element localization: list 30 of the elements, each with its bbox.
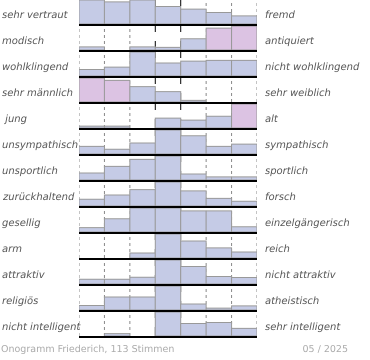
y-axis-title: attraktiv bbox=[2, 270, 46, 281]
y-axis-title: religiös bbox=[2, 296, 38, 307]
y-axis-title: sehr vertraut bbox=[2, 10, 69, 21]
bar bbox=[79, 46, 105, 50]
y-axis-title: gesellig bbox=[2, 218, 41, 229]
y2-axis-title: reich bbox=[265, 244, 290, 255]
y2-axis-title: sehr weiblich bbox=[265, 88, 331, 99]
y2-axis-title: fremd bbox=[265, 10, 296, 21]
y2-axis-title: nicht attraktiv bbox=[265, 270, 337, 281]
y2-axis-title: antiquiert bbox=[265, 36, 315, 47]
y2-axis-title: atheistisch bbox=[265, 296, 320, 307]
y-axis-title: unsportlich bbox=[2, 166, 58, 177]
text: Onogramm Friederich, 113 Stimmen bbox=[1, 344, 174, 355]
y-axis-title: zurückhaltend bbox=[2, 192, 75, 203]
y-axis-title: modisch bbox=[2, 36, 44, 47]
y2-axis-title: alt bbox=[265, 114, 279, 125]
y2-axis-title: forsch bbox=[265, 192, 296, 203]
text: 05 / 2025 bbox=[302, 344, 348, 355]
y2-axis-title: nicht wohlklingend bbox=[265, 62, 360, 73]
y2-axis-title: einzelgängerisch bbox=[265, 218, 350, 229]
y-axis-title: arm bbox=[2, 244, 22, 255]
y-axis-title: sehr männlich bbox=[2, 88, 73, 99]
y-axis-title: wohlklingend bbox=[2, 62, 69, 73]
y-axis-title: unsympathisch bbox=[2, 140, 78, 151]
y2-axis-title: sympathisch bbox=[265, 140, 328, 151]
y-axis-title: jung bbox=[2, 114, 27, 125]
y-axis-title: nicht intelligent bbox=[2, 322, 82, 333]
y2-axis-title: sehr intelligent bbox=[265, 322, 342, 333]
y2-axis-title: sportlich bbox=[265, 166, 308, 177]
bar bbox=[104, 333, 130, 336]
